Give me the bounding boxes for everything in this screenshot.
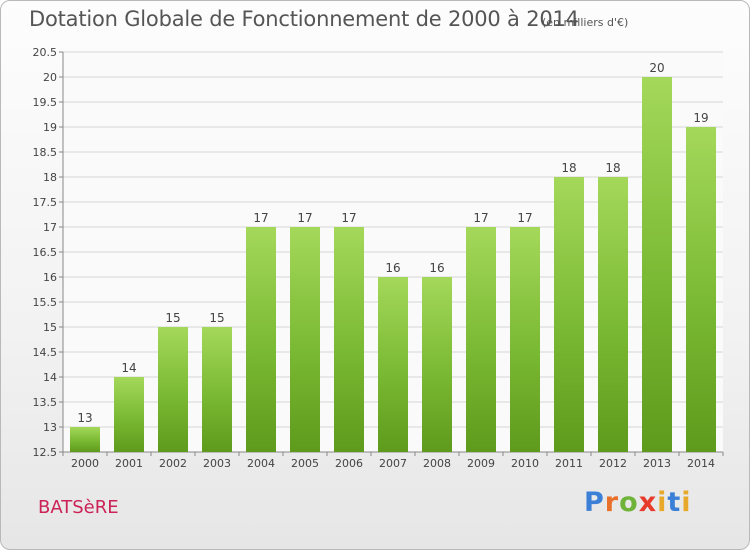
bar bbox=[510, 227, 540, 452]
y-tick-label: 18 bbox=[43, 171, 57, 184]
bar-value-label: 16 bbox=[385, 261, 400, 275]
bar bbox=[334, 227, 364, 452]
x-tick-label: 2001 bbox=[115, 457, 143, 470]
y-tick-label: 18.5 bbox=[33, 146, 58, 159]
logo-letter: i bbox=[657, 487, 668, 518]
y-tick-label: 16.5 bbox=[33, 246, 58, 259]
x-tick-label: 2006 bbox=[335, 457, 363, 470]
y-tick-label: 16 bbox=[43, 271, 57, 284]
logo-letter: i bbox=[681, 487, 692, 518]
y-tick-label: 13.5 bbox=[33, 396, 58, 409]
bar bbox=[290, 227, 320, 452]
bar bbox=[114, 377, 144, 452]
bar bbox=[378, 277, 408, 452]
bar bbox=[246, 227, 276, 452]
y-tick-label: 12.5 bbox=[33, 446, 58, 459]
bar bbox=[70, 427, 100, 452]
bar bbox=[554, 177, 584, 452]
y-tick-label: 19 bbox=[43, 121, 57, 134]
logo-letter: t bbox=[667, 487, 682, 518]
x-tick-label: 2003 bbox=[203, 457, 231, 470]
bar-value-label: 16 bbox=[429, 261, 444, 275]
bar-value-label: 20 bbox=[649, 61, 664, 75]
commune-name: BATSèRE bbox=[38, 497, 119, 518]
bar bbox=[598, 177, 628, 452]
bar-value-label: 18 bbox=[561, 161, 576, 175]
logo-letter: o bbox=[619, 487, 639, 518]
logo-letter: x bbox=[638, 487, 658, 518]
bar-value-label: 15 bbox=[165, 311, 180, 325]
y-tick-label: 14.5 bbox=[33, 346, 58, 359]
x-tick-label: 2002 bbox=[159, 457, 187, 470]
y-tick-label: 15 bbox=[43, 321, 57, 334]
bar bbox=[202, 327, 232, 452]
logo-letter: P bbox=[584, 487, 605, 518]
x-tick-label: 2009 bbox=[467, 457, 495, 470]
bar bbox=[686, 127, 716, 452]
bar bbox=[422, 277, 452, 452]
x-tick-label: 2014 bbox=[687, 457, 715, 470]
y-tick-label: 14 bbox=[43, 371, 57, 384]
bar-value-label: 19 bbox=[693, 111, 708, 125]
x-tick-label: 2011 bbox=[555, 457, 583, 470]
bar-value-label: 18 bbox=[605, 161, 620, 175]
x-tick-label: 2013 bbox=[643, 457, 671, 470]
x-tick-label: 2004 bbox=[247, 457, 275, 470]
bar bbox=[158, 327, 188, 452]
x-tick-label: 2010 bbox=[511, 457, 539, 470]
y-tick-label: 17.5 bbox=[33, 196, 58, 209]
bar-value-label: 17 bbox=[473, 211, 488, 225]
chart-subtitle: (en milliers d'€) bbox=[542, 16, 629, 29]
y-tick-label: 19.5 bbox=[33, 96, 58, 109]
x-tick-label: 2007 bbox=[379, 457, 407, 470]
bar bbox=[466, 227, 496, 452]
y-tick-label: 20.5 bbox=[33, 46, 58, 59]
bar bbox=[642, 77, 672, 452]
x-tick-label: 2012 bbox=[599, 457, 627, 470]
y-tick-label: 20 bbox=[43, 71, 57, 84]
y-tick-label: 17 bbox=[43, 221, 57, 234]
logo-letter: r bbox=[604, 487, 620, 518]
bar-value-label: 13 bbox=[77, 411, 92, 425]
chart-title: Dotation Globale de Fonctionnement de 20… bbox=[29, 7, 579, 31]
bar-value-label: 17 bbox=[253, 211, 268, 225]
x-tick-label: 2000 bbox=[71, 457, 99, 470]
bar-value-label: 14 bbox=[121, 361, 136, 375]
x-tick-label: 2008 bbox=[423, 457, 451, 470]
y-tick-label: 13 bbox=[43, 421, 57, 434]
bar-value-label: 15 bbox=[209, 311, 224, 325]
bar-value-label: 17 bbox=[341, 211, 356, 225]
y-tick-label: 15.5 bbox=[33, 296, 58, 309]
proxiti-logo: Proxiti bbox=[584, 487, 692, 518]
bar-value-label: 17 bbox=[517, 211, 532, 225]
x-tick-label: 2005 bbox=[291, 457, 319, 470]
bar-value-label: 17 bbox=[297, 211, 312, 225]
